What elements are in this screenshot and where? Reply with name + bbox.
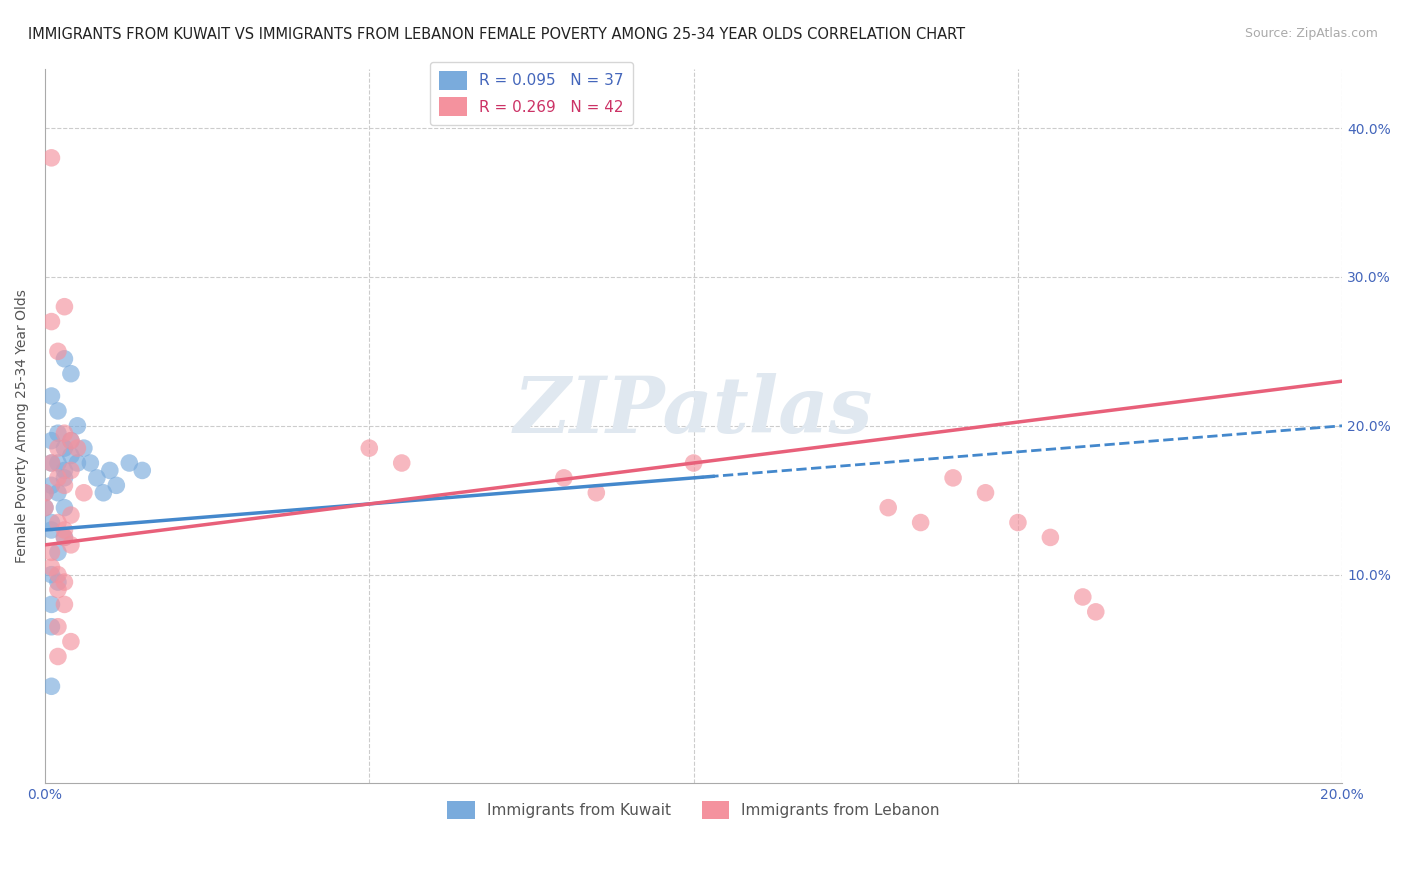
- Point: [46, 649, 69, 664]
- Point: [105, 478, 128, 492]
- Point: [46, 456, 69, 470]
- Point: [41, 545, 63, 559]
- Point: [41, 598, 63, 612]
- Point: [66, 441, 89, 455]
- Point: [46, 516, 69, 530]
- Text: IMMIGRANTS FROM KUWAIT VS IMMIGRANTS FROM LEBANON FEMALE POVERTY AMONG 25-34 YEA: IMMIGRANTS FROM KUWAIT VS IMMIGRANTS FRO…: [28, 27, 966, 42]
- Point: [41, 523, 63, 537]
- Point: [877, 500, 900, 515]
- Point: [682, 456, 704, 470]
- Point: [59, 634, 82, 648]
- Point: [59, 434, 82, 448]
- Point: [93, 485, 115, 500]
- Point: [53, 463, 76, 477]
- Point: [66, 456, 89, 470]
- Point: [46, 426, 69, 441]
- Point: [34, 500, 56, 515]
- Point: [1039, 530, 1062, 544]
- Point: [34, 485, 56, 500]
- Point: [53, 598, 76, 612]
- Point: [41, 567, 63, 582]
- Point: [974, 485, 997, 500]
- Point: [53, 530, 76, 544]
- Point: [53, 530, 76, 544]
- Point: [53, 471, 76, 485]
- Point: [59, 367, 82, 381]
- Text: ZIPatlas: ZIPatlas: [515, 373, 873, 450]
- Point: [73, 441, 96, 455]
- Point: [53, 426, 76, 441]
- Point: [46, 485, 69, 500]
- Point: [942, 471, 965, 485]
- Point: [53, 500, 76, 515]
- Point: [46, 545, 69, 559]
- Point: [46, 567, 69, 582]
- Point: [41, 456, 63, 470]
- Point: [59, 434, 82, 448]
- Point: [46, 582, 69, 597]
- Point: [46, 344, 69, 359]
- Point: [53, 575, 76, 590]
- Point: [391, 456, 413, 470]
- Point: [59, 508, 82, 522]
- Point: [41, 151, 63, 165]
- Point: [41, 516, 63, 530]
- Point: [41, 478, 63, 492]
- Legend: Immigrants from Kuwait, Immigrants from Lebanon: Immigrants from Kuwait, Immigrants from …: [441, 795, 946, 825]
- Point: [1071, 590, 1094, 604]
- Point: [41, 456, 63, 470]
- Point: [59, 463, 82, 477]
- Point: [1084, 605, 1107, 619]
- Point: [86, 471, 108, 485]
- Point: [34, 500, 56, 515]
- Y-axis label: Female Poverty Among 25-34 Year Olds: Female Poverty Among 25-34 Year Olds: [15, 289, 30, 563]
- Point: [359, 441, 381, 455]
- Point: [53, 523, 76, 537]
- Point: [910, 516, 932, 530]
- Point: [1007, 516, 1029, 530]
- Point: [553, 471, 575, 485]
- Point: [34, 485, 56, 500]
- Point: [585, 485, 607, 500]
- Point: [59, 449, 82, 463]
- Point: [59, 538, 82, 552]
- Point: [79, 456, 101, 470]
- Point: [41, 620, 63, 634]
- Point: [41, 434, 63, 448]
- Point: [46, 575, 69, 590]
- Point: [41, 389, 63, 403]
- Point: [53, 300, 76, 314]
- Point: [46, 471, 69, 485]
- Point: [46, 404, 69, 418]
- Point: [118, 456, 141, 470]
- Point: [41, 679, 63, 693]
- Point: [53, 351, 76, 366]
- Point: [73, 485, 96, 500]
- Point: [41, 560, 63, 574]
- Point: [131, 463, 153, 477]
- Point: [46, 620, 69, 634]
- Text: Source: ZipAtlas.com: Source: ZipAtlas.com: [1244, 27, 1378, 40]
- Point: [66, 418, 89, 433]
- Point: [98, 463, 121, 477]
- Point: [53, 441, 76, 455]
- Point: [41, 315, 63, 329]
- Point: [46, 441, 69, 455]
- Point: [53, 478, 76, 492]
